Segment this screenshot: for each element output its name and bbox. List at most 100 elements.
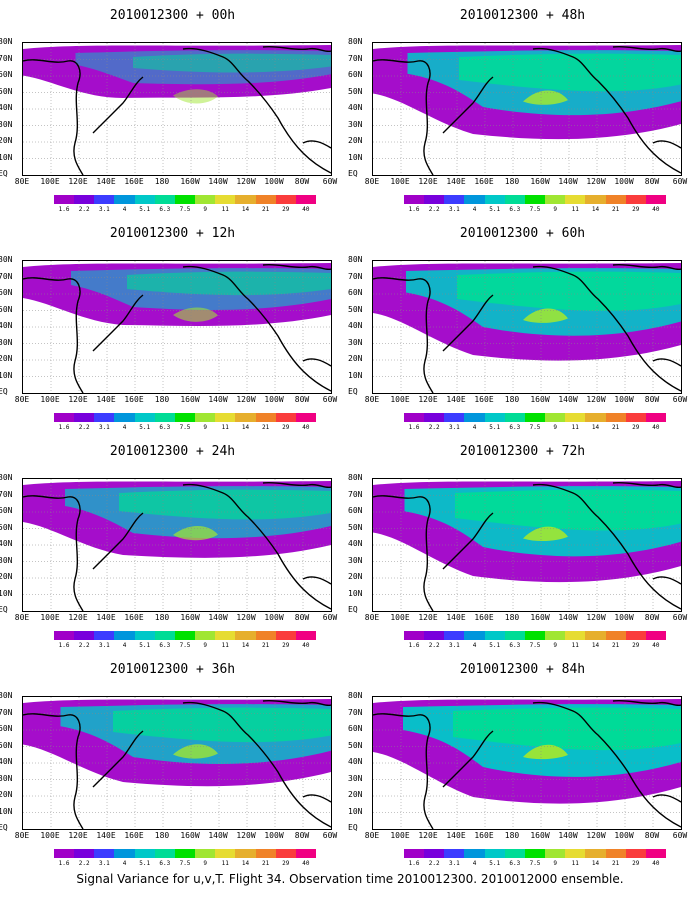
longitude-label: 140E	[446, 177, 466, 186]
colorbar-swatch	[94, 195, 115, 204]
colorbar-label: 9	[203, 642, 207, 649]
colorbar-swatch	[255, 195, 276, 204]
colorbar-label: 2.2	[428, 860, 440, 867]
longitude-label: 80E	[14, 177, 30, 186]
colorbar-swatch	[215, 413, 236, 422]
colorbar-swatch	[195, 413, 216, 422]
latitude-label: 60N	[0, 70, 13, 79]
longitude-label: 120E	[68, 395, 88, 404]
coastline	[262, 699, 331, 707]
colorbar-label: 7.5	[179, 642, 191, 649]
coastline	[23, 59, 84, 175]
panel-title: 2010012300 + 24h	[109, 444, 236, 459]
latitude-label: 70N	[0, 489, 13, 499]
colorbar-swatch	[484, 195, 505, 204]
coastline	[23, 713, 84, 829]
colorbar-swatch	[295, 631, 317, 640]
colorbar-label: 4	[122, 860, 127, 867]
colorbar-label: 11	[571, 206, 579, 213]
longitude-label: 60W	[672, 395, 688, 404]
longitude-label: 60W	[672, 613, 688, 622]
latitude-label: 70N	[348, 707, 363, 717]
colorbar-label: 2.2	[428, 642, 440, 649]
variance-contour	[523, 90, 568, 105]
colorbar-swatch	[235, 631, 256, 640]
colorbar-label: 7.5	[179, 860, 191, 867]
latitude-label: EQ	[348, 387, 358, 396]
longitude-label: 60W	[322, 831, 338, 840]
longitude-label: 160W	[180, 177, 200, 186]
longitude-label: 180	[504, 395, 520, 404]
variance-contour	[523, 744, 568, 760]
colorbar-label: 4	[472, 860, 477, 867]
longitude-label: 140E	[446, 395, 466, 404]
colorbar-swatch	[134, 413, 155, 422]
colorbar-swatch	[524, 195, 546, 204]
latitude-label: 50N	[348, 304, 363, 314]
colorbar-swatch	[484, 413, 505, 422]
latitude-label: EQ	[348, 169, 358, 178]
colorbar-swatch	[404, 413, 425, 422]
coastline	[652, 140, 681, 149]
colorbar-swatch	[424, 631, 445, 640]
colorbar-label: 1.6	[58, 206, 70, 213]
longitude-label: 80E	[364, 177, 380, 186]
latitude-label: 10N	[0, 588, 13, 598]
colorbar-swatch	[424, 849, 445, 858]
longitude-label: 80W	[294, 831, 310, 840]
coastline	[92, 730, 144, 788]
coastline	[262, 263, 331, 271]
longitude-label: 160E	[124, 613, 144, 622]
variance-contour	[455, 489, 681, 531]
longitude-label: 120E	[418, 177, 438, 186]
colorbar-label: 7.5	[529, 860, 541, 867]
colorbar-swatch	[464, 195, 485, 204]
latitude-label: 30N	[348, 119, 363, 129]
latitude-label: 40N	[0, 321, 13, 330]
colorbar-label: 6.3	[509, 206, 521, 213]
colorbar-swatch	[195, 849, 216, 858]
colorbar-label: 4	[122, 206, 127, 213]
colorbar-label: 29	[282, 424, 290, 431]
variance-field	[373, 479, 681, 611]
latitude-label: 80N	[0, 37, 13, 46]
variance-field	[23, 697, 331, 829]
colorbar-swatch	[504, 849, 525, 858]
latitude-label: 50N	[0, 522, 13, 532]
longitude-label: 100W	[614, 395, 634, 404]
colorbar-label: 21	[611, 206, 620, 213]
colorbar-label: 1.6	[58, 860, 70, 867]
longitude-label: 80E	[364, 613, 380, 622]
variance-field	[373, 261, 681, 393]
colorbar-label: 14	[241, 860, 250, 867]
colorbar-label: 3.1	[448, 642, 460, 649]
longitude-label: 80E	[14, 831, 30, 840]
colorbar-swatch	[605, 631, 626, 640]
colorbar-swatch	[54, 195, 75, 204]
longitude-label: 60W	[322, 613, 338, 622]
longitude-label: 160W	[180, 613, 200, 622]
longitude-label: 160E	[474, 831, 494, 840]
longitude-label: 140E	[96, 613, 116, 622]
colorbar-label: 3.1	[448, 424, 460, 431]
colorbar-label: 11	[221, 860, 229, 867]
colorbar-label: 40	[652, 642, 660, 649]
latitude-label: 40N	[348, 539, 363, 548]
coastline	[23, 277, 84, 393]
colorbar-swatch	[195, 195, 216, 204]
colorbar-swatch	[524, 413, 546, 422]
latitude-label: 80N	[348, 37, 363, 46]
colorbar-swatch	[524, 849, 546, 858]
longitude-label: 160E	[474, 177, 494, 186]
longitude-label: 100E	[390, 177, 410, 186]
map-area	[22, 260, 332, 394]
colorbar-label: 6.3	[159, 860, 171, 867]
colorbar-swatch	[154, 195, 175, 204]
latitude-label: 60N	[348, 288, 363, 297]
colorbar-swatch	[215, 849, 236, 858]
colorbar-swatch	[235, 413, 256, 422]
colorbar-swatch	[565, 631, 586, 640]
map-panel: 2010012300 + 84h 80N 70N 60N 50N 40N 30N 20N 10N…	[348, 654, 695, 879]
longitude-label: 60W	[672, 831, 688, 840]
colorbar-label: 21	[611, 642, 620, 649]
